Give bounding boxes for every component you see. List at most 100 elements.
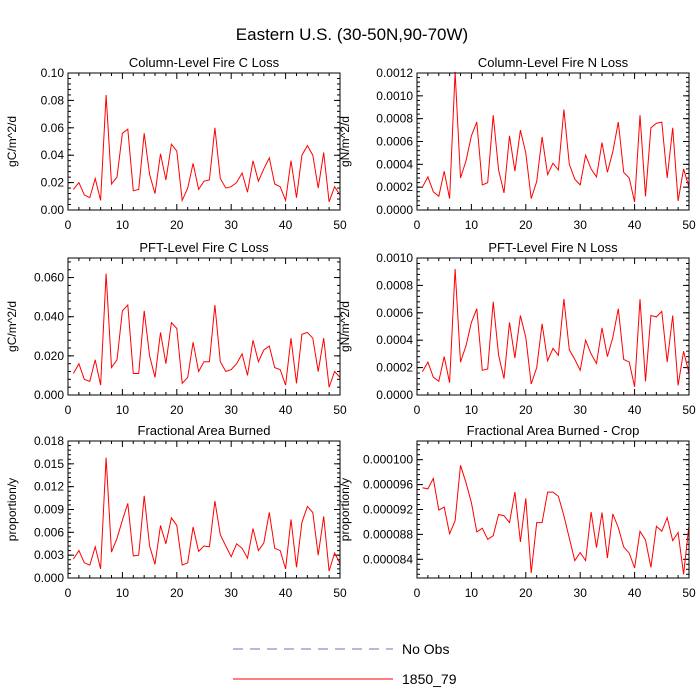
series-line-1850_79 xyxy=(421,268,690,387)
x-tick-label: 50 xyxy=(682,218,696,232)
y-tick-label: 0.0008 xyxy=(376,278,413,292)
series-line-1850_79 xyxy=(422,465,690,575)
x-tick-label: 10 xyxy=(465,218,479,232)
y-tick-label: 0.0002 xyxy=(376,180,413,194)
x-tick-label: 20 xyxy=(170,218,184,232)
y-tick-label: 0.04 xyxy=(41,148,65,162)
y-tick-label: 0.0010 xyxy=(376,89,413,103)
legend-no-obs-label: No Obs xyxy=(402,641,449,657)
x-tick-label: 0 xyxy=(414,218,421,232)
x-tick-label: 10 xyxy=(116,586,130,600)
x-tick-label: 30 xyxy=(225,218,239,232)
y-tick-label: 0.018 xyxy=(34,434,64,448)
x-tick-label: 50 xyxy=(682,403,696,417)
x-tick-label: 40 xyxy=(628,403,642,417)
x-tick-label: 30 xyxy=(225,586,239,600)
plot-frame xyxy=(416,440,690,579)
y-tick-label: 0.0012 xyxy=(376,66,413,80)
y-tick-label: 0.040 xyxy=(34,310,64,324)
chart-panel-6: Fractional Area Burned - Crop 0 10 20 30 40 50… xyxy=(338,423,696,600)
y-tick-label: 0.00 xyxy=(41,203,65,217)
y-tick-label: 0.0000 xyxy=(376,203,413,217)
y-tick-label: 0.060 xyxy=(34,271,64,285)
x-tick-label: 50 xyxy=(333,403,347,417)
plot-frame xyxy=(67,440,341,579)
plot-frame xyxy=(416,72,690,211)
x-tick-label: 30 xyxy=(574,586,588,600)
chart-panel-5: Fractional Area Burned 0 10 20 30 40 50 0.000 0.… xyxy=(5,423,347,600)
legend-1850-79-label: 1850_79 xyxy=(402,671,457,687)
y-tick-label: 0.000 xyxy=(34,388,64,402)
series-line-1850_79 xyxy=(73,94,341,203)
y-axis-label: gN/m^2/d xyxy=(338,301,352,352)
y-tick-label: 0.000088 xyxy=(363,527,413,541)
x-tick-label: 50 xyxy=(333,586,347,600)
y-tick-label: 0.0002 xyxy=(376,361,413,375)
x-tick-label: 40 xyxy=(279,218,293,232)
plot-frame xyxy=(416,257,690,396)
series-line-1850_79 xyxy=(72,457,341,572)
plot-frame xyxy=(67,257,341,396)
y-axis-label: proportion/y xyxy=(5,478,19,541)
chart-title: PFT-Level Fire C Loss xyxy=(139,240,269,255)
series-line-1850_79 xyxy=(72,273,341,388)
y-tick-label: 0.009 xyxy=(34,503,64,517)
y-tick-label: 0.000084 xyxy=(363,552,413,566)
x-tick-label: 10 xyxy=(116,403,130,417)
figure-title: Eastern U.S. (30-50N,90-70W) xyxy=(236,25,468,44)
y-tick-label: 0.08 xyxy=(41,93,65,107)
y-axis-label: proportion/y xyxy=(338,478,352,541)
chart-title: Column-Level Fire C Loss xyxy=(129,55,280,70)
y-tick-label: 0.000100 xyxy=(363,453,413,467)
y-tick-label: 0.06 xyxy=(41,121,65,135)
x-tick-label: 0 xyxy=(65,403,72,417)
chart-panel-3: PFT-Level Fire C Loss 0 10 20 30 40 50 0.000 0.0… xyxy=(5,240,347,417)
y-tick-label: 0.0004 xyxy=(376,333,413,347)
y-tick-label: 0.006 xyxy=(34,525,64,539)
x-tick-label: 20 xyxy=(519,218,533,232)
x-tick-label: 30 xyxy=(225,403,239,417)
y-tick-label: 0.0004 xyxy=(376,157,413,171)
y-axis-label: gN/m^2/d xyxy=(338,116,352,167)
y-tick-label: 0.020 xyxy=(34,349,64,363)
x-tick-label: 20 xyxy=(170,403,184,417)
x-tick-label: 10 xyxy=(116,218,130,232)
y-tick-label: 0.10 xyxy=(41,66,65,80)
y-tick-label: 0.0010 xyxy=(376,251,413,265)
x-tick-label: 30 xyxy=(574,403,588,417)
x-tick-label: 20 xyxy=(519,586,533,600)
y-tick-label: 0.012 xyxy=(34,480,64,494)
chart-panel-2: Column-Level Fire N Loss 0 10 20 30 40 50 0.000… xyxy=(338,55,696,232)
x-tick-label: 0 xyxy=(414,586,421,600)
y-tick-label: 0.0000 xyxy=(376,388,413,402)
x-tick-label: 40 xyxy=(628,586,642,600)
x-tick-label: 50 xyxy=(682,586,696,600)
y-tick-label: 0.003 xyxy=(34,548,64,562)
x-tick-label: 40 xyxy=(279,403,293,417)
y-tick-label: 0.000092 xyxy=(363,503,413,517)
x-tick-label: 10 xyxy=(465,403,479,417)
chart-panel-4: PFT-Level Fire N Loss 0 10 20 30 40 50 0.0000 0.… xyxy=(338,240,696,417)
y-tick-label: 0.0006 xyxy=(376,306,413,320)
x-tick-label: 20 xyxy=(519,403,533,417)
y-tick-label: 0.02 xyxy=(41,176,65,190)
chart-title: Column-Level Fire N Loss xyxy=(478,55,629,70)
x-tick-label: 50 xyxy=(333,218,347,232)
x-tick-label: 10 xyxy=(465,586,479,600)
y-tick-label: 0.000096 xyxy=(363,478,413,492)
series-line-1850_79 xyxy=(421,71,690,203)
chart-panel-1: Column-Level Fire C Loss 0 10 20 30 40 50 0.00 0… xyxy=(5,55,347,232)
x-tick-label: 0 xyxy=(414,403,421,417)
y-tick-label: 0.0006 xyxy=(376,135,413,149)
y-axis-label: gC/m^2/d xyxy=(5,116,19,167)
x-tick-label: 20 xyxy=(170,586,184,600)
x-tick-label: 30 xyxy=(574,218,588,232)
x-tick-label: 0 xyxy=(65,218,72,232)
y-tick-label: 0.0008 xyxy=(376,112,413,126)
chart-title: Fractional Area Burned xyxy=(138,423,271,438)
x-tick-label: 40 xyxy=(279,586,293,600)
chart-title: PFT-Level Fire N Loss xyxy=(488,240,618,255)
plot-frame xyxy=(67,72,341,211)
y-axis-label: gC/m^2/d xyxy=(5,301,19,352)
